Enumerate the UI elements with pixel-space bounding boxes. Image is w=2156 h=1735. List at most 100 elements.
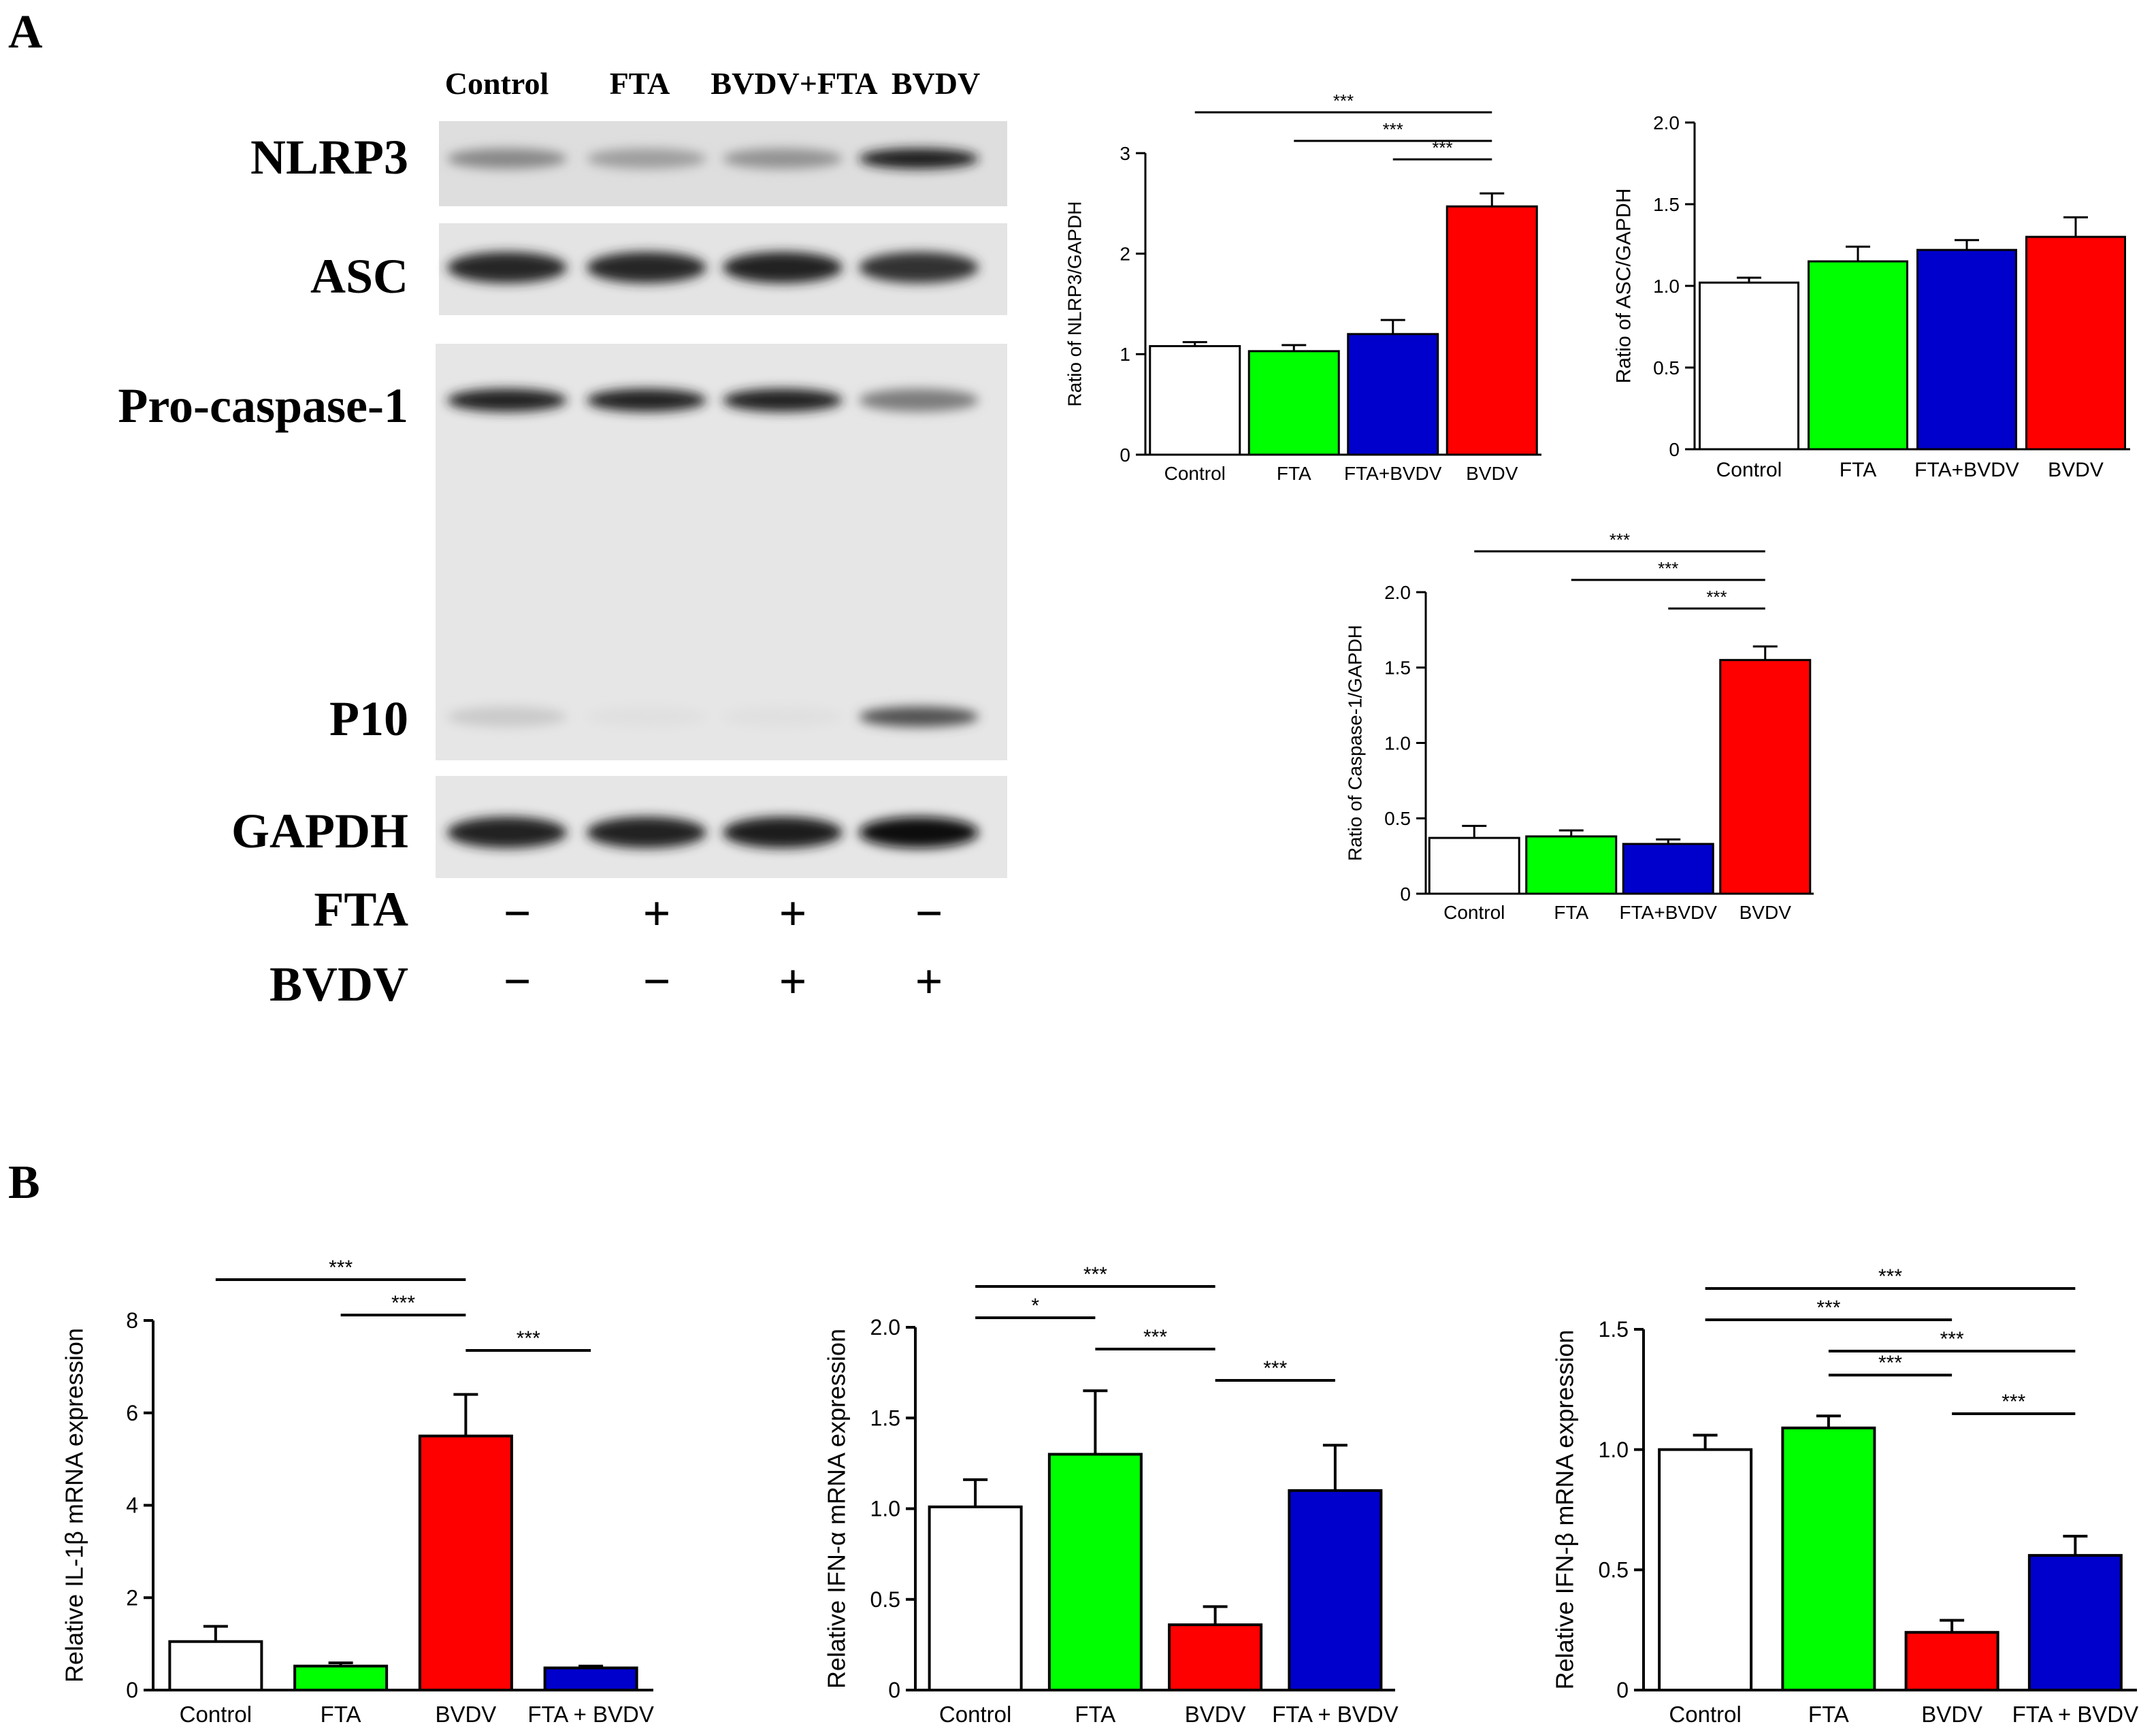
nlrp3-sig-label-1: *** (1383, 119, 1403, 140)
ifnb-sig-label-0: *** (1878, 1265, 1902, 1288)
nlrp3-y-tick-label-2: 2 (1120, 243, 1130, 264)
sign-row-2-lane-4: + (915, 954, 943, 1009)
nlrp3-x-tick-label-3: BVDV (1466, 463, 1518, 484)
band-label-asc: ASC (310, 249, 408, 304)
ifnb-bar-1 (1781, 1426, 1876, 1692)
ifnb-x-tick-label-1: FTA (1808, 1702, 1849, 1727)
nlrp3-x-tick-label-2: FTA+BVDV (1344, 463, 1442, 484)
chart-il1b-mrna: 0 2 4 6 8 Relative IL-1β mRNA expression Contr… (60, 1256, 653, 1727)
lane-label-control: Control (445, 66, 549, 101)
band-nlrp3-lane-4 (859, 148, 979, 169)
band-p10-lane-1 (447, 707, 567, 727)
treatment-signs: − + + − − − + + (503, 886, 943, 1009)
ifnb-y-axis-label: Relative IFN-β mRNA expression (1550, 1330, 1578, 1690)
band-asc-lane-3 (723, 252, 843, 283)
ifna-sig-label-2: *** (1143, 1326, 1167, 1348)
asc-bar-2 (1916, 248, 2017, 451)
ifna-x-tick-label-0: Control (939, 1702, 1011, 1727)
sign-row-1-lane-1: − (503, 886, 531, 941)
asc-x-tick-label-1: FTA (1840, 459, 1876, 481)
ifna-sig-label-3: *** (1263, 1357, 1287, 1380)
band-gapdh-lane-1 (447, 817, 567, 848)
caspase1-y-tick-label-0: 0 (1400, 883, 1411, 905)
il1b-sig-label-2: *** (517, 1327, 540, 1350)
panel-label-a: A (8, 6, 43, 59)
asc-x-tick-label-3: BVDV (2048, 459, 2104, 481)
il1b-y-axis-label: Relative IL-1β mRNA expression (60, 1328, 88, 1683)
caspase1-bar-0 (1428, 837, 1520, 895)
caspase1-bar-1 (1525, 835, 1618, 895)
nlrp3-sig-label-2: *** (1432, 137, 1452, 158)
band-gapdh-lane-3 (723, 817, 843, 848)
il1b-y-tick-label-3: 6 (126, 1401, 138, 1425)
caspase1-y-axis-label: Ratio of Caspase-1/GAPDH (1345, 625, 1366, 861)
band-label-p10: P10 (329, 692, 408, 746)
asc-y-tick-label-1: 0.5 (1653, 357, 1680, 378)
band-asc-lane-1 (447, 252, 567, 283)
caspase1-y-tick-label-1: 0.5 (1384, 808, 1411, 829)
ifnb-bar-0 (1658, 1448, 1753, 1692)
caspase1-bar-3 (1719, 659, 1812, 895)
caspase1-sig-label-2: *** (1706, 587, 1727, 607)
nlrp3-bar-2 (1347, 333, 1439, 456)
ifnb-sig-label-1: *** (1816, 1297, 1840, 1319)
chart-asc-ratio: 0 0.5 1.0 1.5 2.0 Ratio of ASC/GAPDH Control FT… (1613, 112, 2130, 481)
band-label-pro-caspase-1: Pro-caspase-1 (118, 378, 408, 433)
nlrp3-bar-1 (1247, 350, 1340, 456)
il1b-x-tick-label-0: Control (180, 1702, 252, 1727)
ifna-y-axis-label: Relative IFN-α mRNA expression (822, 1329, 850, 1689)
il1b-x-tick-label-2: BVDV (435, 1702, 496, 1727)
ifnb-y-tick-label-0: 0 (1616, 1678, 1629, 1702)
band-pro-caspase-1-lane-2 (587, 389, 706, 412)
asc-y-tick-label-4: 2.0 (1653, 112, 1680, 133)
asc-bar-0 (1699, 281, 1799, 451)
band-asc-lane-4 (859, 252, 979, 283)
il1b-y-tick-label-4: 8 (126, 1308, 138, 1333)
il1b-x-tick-label-1: FTA (321, 1702, 361, 1727)
western-blot: Control FTA BVDV+FTA BVDV NLRP3 ASC Pro-… (118, 66, 1007, 1011)
chart-nlrp3-ratio: 0 1 2 3 Ratio of NLRP3/GAPDH Control FTA FTA+BV… (1064, 91, 1541, 484)
sign-row-1-lane-3: + (779, 886, 806, 941)
asc-y-tick-label-2: 1.0 (1653, 276, 1680, 297)
nlrp3-x-tick-label-1: FTA (1277, 463, 1311, 484)
sign-row-2-lane-1: − (503, 954, 531, 1009)
panel-label-b: B (8, 1156, 40, 1209)
band-p10-lane-3 (723, 707, 843, 727)
band-label-nlrp3: NLRP3 (250, 130, 408, 184)
sign-row-1-lane-2: + (642, 886, 670, 941)
caspase1-x-tick-label-1: FTA (1554, 902, 1588, 923)
ifna-y-tick-label-2: 1.0 (870, 1497, 900, 1521)
ifna-y-tick-label-0: 0 (888, 1678, 900, 1702)
ifna-x-tick-label-3: FTA + BVDV (1272, 1702, 1399, 1727)
caspase1-y-tick-label-3: 1.5 (1384, 658, 1411, 679)
asc-x-tick-label-0: Control (1716, 459, 1782, 481)
caspase1-x-tick-label-0: Control (1443, 902, 1505, 923)
ifnb-y-tick-label-1: 0.5 (1599, 1558, 1629, 1583)
asc-y-tick-label-0: 0 (1669, 439, 1680, 460)
chart-ifnb-mrna: 0 0.5 1.0 1.5 Relative IFN-β mRNA expression… (1550, 1265, 2138, 1727)
nlrp3-bar-3 (1446, 205, 1538, 456)
il1b-bar-1 (293, 1664, 389, 1692)
lane-label-fta: FTA (610, 66, 670, 101)
ifna-sig-label-0: *** (1083, 1263, 1107, 1286)
nlrp3-y-tick-label-0: 0 (1120, 444, 1130, 466)
bands (447, 148, 979, 848)
il1b-sig-label-1: *** (391, 1292, 415, 1314)
sign-row-1-lane-4: − (915, 886, 943, 941)
asc-y-tick-label-3: 1.5 (1653, 194, 1680, 215)
lane-label-bvdv: BVDV (892, 66, 980, 101)
ifnb-x-tick-label-2: BVDV (1921, 1702, 1982, 1727)
treatment-label-bvdv: BVDV (270, 957, 408, 1011)
ifnb-bar-2 (1904, 1631, 1999, 1691)
caspase1-bar-2 (1622, 843, 1714, 895)
ifna-x-tick-label-2: BVDV (1185, 1702, 1246, 1727)
caspase1-x-tick-label-2: FTA+BVDV (1620, 902, 1718, 923)
nlrp3-y-tick-label-3: 3 (1120, 143, 1130, 164)
il1b-y-tick-label-1: 2 (126, 1585, 138, 1610)
ifna-bar-0 (928, 1505, 1023, 1691)
caspase1-sig-label-0: *** (1610, 530, 1630, 550)
nlrp3-x-tick-label-0: Control (1164, 463, 1226, 484)
ifna-y-tick-label-3: 1.5 (870, 1406, 900, 1430)
ifnb-x-tick-label-3: FTA + BVDV (2012, 1702, 2139, 1727)
